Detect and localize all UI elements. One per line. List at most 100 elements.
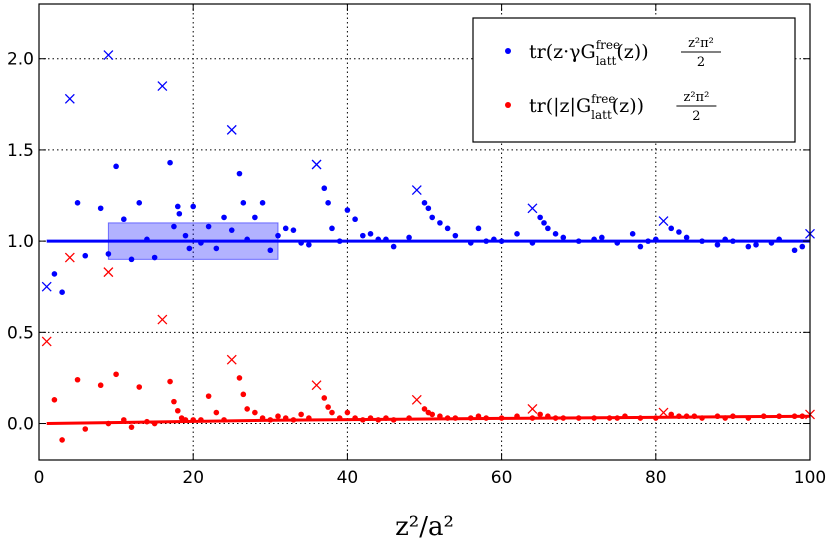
data-point-series-2 (367, 415, 374, 421)
cross-stroke (103, 267, 114, 278)
data-point-series-2 (406, 415, 412, 421)
cross-stroke (41, 281, 52, 292)
cross-marker-series-1 (311, 159, 322, 170)
data-point-series-1 (799, 243, 806, 250)
data-point-series-1 (645, 238, 651, 244)
data-point-series-1 (776, 236, 782, 243)
data-point-series-1 (267, 247, 274, 254)
data-point-series-2 (498, 415, 505, 421)
data-point-series-2 (606, 415, 613, 421)
cross-marker-series-1 (658, 216, 669, 227)
data-point-series-2 (653, 415, 659, 421)
data-point-series-2 (483, 415, 489, 421)
legend-superscript: free (596, 38, 620, 52)
data-point-series-2 (329, 409, 335, 416)
data-point-series-2 (421, 406, 428, 412)
data-point-series-1 (429, 214, 436, 221)
data-point-series-1 (74, 200, 81, 206)
data-point-series-2 (171, 398, 177, 405)
y-tick-label: 1.0 (7, 232, 34, 252)
x-tick-label: 80 (645, 468, 667, 488)
cross-marker-series-1 (411, 185, 422, 196)
data-point-series-2 (390, 417, 397, 423)
data-point-series-2 (383, 415, 389, 421)
legend-fraction-denominator: 2 (697, 55, 705, 70)
data-point-series-2 (252, 409, 258, 416)
data-point-series-1 (653, 236, 659, 243)
data-point-series-1 (236, 170, 243, 177)
data-point-series-1 (467, 240, 474, 246)
data-point-series-1 (252, 214, 258, 221)
legend-fraction-numerator: z²π² (683, 90, 709, 105)
data-point-series-2 (444, 415, 451, 421)
data-point-series-1 (614, 240, 621, 246)
data-point-series-1 (190, 203, 196, 210)
data-point-series-1 (259, 200, 266, 206)
cross-stroke (311, 380, 322, 391)
data-point-series-2 (221, 417, 227, 423)
data-point-series-2 (267, 417, 274, 423)
data-point-series-2 (537, 411, 543, 418)
data-point-series-1 (541, 220, 547, 226)
data-point-series-1 (113, 163, 119, 170)
data-point-series-2 (244, 406, 250, 412)
data-point-series-1 (205, 223, 212, 230)
data-point-series-1 (240, 200, 247, 206)
data-point-series-2 (776, 413, 782, 420)
data-point-series-1 (367, 231, 374, 237)
data-point-series-1 (483, 238, 489, 244)
data-point-series-1 (768, 240, 775, 246)
cross-marker-series-1 (41, 281, 52, 292)
data-point-series-2 (467, 415, 474, 421)
data-point-series-1 (722, 236, 728, 243)
legend-superscript: free (591, 92, 615, 106)
legend-label-series-2: tr(|z|Gfree latt(z)) (529, 92, 644, 122)
x-tick-label: 60 (491, 468, 513, 488)
data-point-series-2 (614, 415, 621, 421)
cross-stroke (226, 354, 237, 365)
data-point-series-1 (383, 236, 389, 243)
data-points (41, 50, 815, 443)
data-point-series-2 (151, 420, 158, 427)
data-point-series-2 (74, 376, 81, 383)
data-point-series-1 (97, 205, 104, 212)
data-point-series-2 (105, 420, 112, 427)
legend-fraction-numerator: z²π² (688, 36, 714, 51)
data-point-series-2 (475, 413, 482, 420)
data-point-series-2 (198, 417, 204, 423)
data-point-series-1 (282, 225, 289, 232)
data-point-series-2 (745, 415, 752, 421)
data-point-series-1 (213, 245, 220, 252)
legend-marker-series-1 (505, 48, 511, 54)
data-point-series-1 (545, 225, 551, 232)
data-point-series-1 (182, 232, 189, 239)
data-point-series-2 (236, 375, 243, 381)
legend-main: tr(|z|G (529, 95, 591, 117)
data-point-series-1 (329, 225, 335, 232)
legend-tail: (z)) (616, 41, 648, 63)
data-point-series-2 (290, 417, 297, 423)
data-point-series-2 (760, 413, 767, 420)
data-point-series-2 (344, 409, 351, 416)
cross-marker-series-1 (103, 50, 114, 61)
data-point-series-1 (452, 232, 459, 239)
legend-label-series-1: tr(z·γGfree latt(z)) (529, 38, 649, 68)
data-point-series-2 (714, 413, 721, 420)
cross-stroke (103, 50, 114, 61)
data-point-series-1 (144, 236, 150, 243)
data-point-series-2 (637, 415, 644, 421)
data-point-series-2 (352, 415, 358, 421)
data-point-series-1 (421, 200, 428, 206)
data-point-series-2 (722, 415, 728, 421)
data-point-series-2 (298, 411, 304, 418)
data-point-series-2 (691, 413, 698, 420)
y-tick-label: 0.5 (7, 323, 34, 343)
legend-subscript: latt (596, 54, 617, 68)
data-point-series-1 (714, 241, 721, 248)
cross-stroke (527, 203, 538, 214)
data-point-series-2 (325, 404, 331, 410)
x-tick-label: 100 (794, 468, 826, 488)
data-point-series-2 (59, 437, 65, 443)
plot-frame (38, 3, 811, 461)
